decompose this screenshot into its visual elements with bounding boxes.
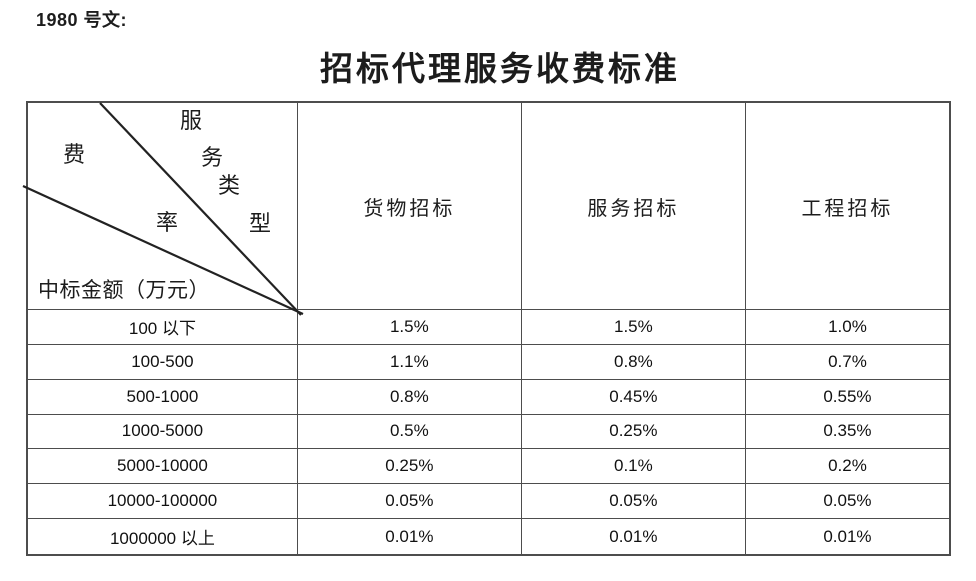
fee-cell: 1.0% [745, 310, 949, 345]
fee-cell: 0.8% [297, 379, 522, 415]
fee-cell: 1.1% [297, 344, 522, 380]
column-header-services: 服务招标 [521, 103, 746, 310]
row-header: 1000000 以上 [28, 519, 298, 554]
corner-label-fee-rate-char: 率 [156, 210, 179, 235]
fee-cell: 0.01% [522, 519, 746, 554]
doc-reference: 1980 号文: [36, 10, 128, 30]
row-header: 5000-10000 [28, 449, 298, 485]
fee-cell: 0.25% [521, 414, 746, 450]
fee-table: 服 务 类 型 费 率 中标金额（万元） 货物招标 服务招标 工程招标 100 … [22, 101, 951, 556]
row-header: 100 以下 [28, 310, 298, 345]
fee-cell: 0.8% [521, 344, 746, 380]
row-header: 1000-5000 [28, 414, 298, 450]
fee-cell: 0.25% [297, 449, 522, 485]
diagonal-divider-lines [22, 102, 304, 316]
fee-cell: 0.55% [745, 380, 949, 415]
fee-cell: 0.2% [745, 449, 949, 485]
corner-label-service-type-char: 服 [180, 108, 203, 133]
fee-cell: 0.35% [745, 415, 949, 450]
corner-label-bid-amount: 中标金额（万元） [38, 278, 210, 302]
fee-cell: 0.1% [521, 449, 746, 485]
fee-cell: 0.05% [521, 484, 746, 520]
fee-cell: 0.5% [297, 414, 522, 450]
fee-cell: 0.45% [521, 379, 746, 415]
column-header-goods: 货物招标 [297, 103, 522, 310]
fee-cell: 1.5% [297, 310, 522, 345]
column-header-engineering: 工程招标 [745, 103, 949, 310]
row-header: 10000-100000 [28, 484, 298, 520]
fee-cell: 1.5% [521, 310, 746, 345]
fee-cell: 0.01% [823, 526, 872, 546]
fee-cell: 0.05% [745, 484, 949, 520]
corner-header-cell: 服 务 类 型 费 率 中标金额（万元） [22, 102, 304, 316]
fee-cell: 0.05% [297, 484, 522, 520]
corner-label-fee-rate-char: 费 [63, 142, 86, 167]
page-title: 招标代理服务收费标准 [320, 52, 680, 88]
row-header: 500-1000 [28, 379, 298, 415]
corner-label-service-type-char: 型 [249, 211, 272, 236]
corner-label-service-type-char: 类 [218, 173, 241, 198]
row-header: 100-500 [28, 344, 298, 380]
corner-label-service-type-char: 务 [201, 145, 224, 170]
fee-cell: 0.01% [298, 519, 522, 554]
fee-cell: 0.7% [745, 345, 949, 380]
